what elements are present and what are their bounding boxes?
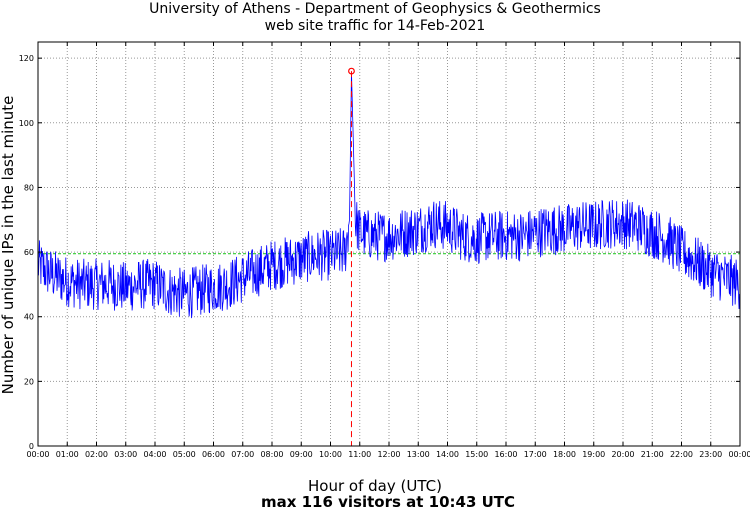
y-tick-label: 40 bbox=[24, 313, 34, 322]
x-axis-ticks: 00:00 01:00 02:00 03:00 04:00 05:00 06:00 07:00… bbox=[26, 42, 750, 459]
x-tick-label: 02:00 bbox=[85, 450, 108, 459]
max-visitors-caption: max 116 visitors at 10:43 UTC bbox=[261, 493, 515, 511]
traffic-series-line bbox=[37, 71, 741, 319]
y-tick-label: 20 bbox=[24, 377, 34, 386]
x-tick-label: 17:00 bbox=[524, 450, 547, 459]
x-tick-label: 00:00 bbox=[728, 450, 750, 459]
chart-title: University of Athens - Department of Geo… bbox=[149, 1, 601, 17]
x-tick-label: 14:00 bbox=[436, 450, 459, 459]
x-tick-label: 09:00 bbox=[290, 450, 313, 459]
y-tick-label: 100 bbox=[19, 119, 34, 128]
max-marker-point bbox=[348, 67, 355, 75]
x-tick-label: 07:00 bbox=[231, 450, 254, 459]
x-tick-label: 12:00 bbox=[377, 450, 400, 459]
x-tick-label: 19:00 bbox=[582, 450, 605, 459]
max-marker-layer bbox=[348, 67, 355, 446]
y-tick-label: 0 bbox=[29, 442, 34, 451]
x-tick-label: 15:00 bbox=[465, 450, 488, 459]
x-tick-label: 08:00 bbox=[260, 450, 283, 459]
x-tick-label: 00:00 bbox=[26, 450, 49, 459]
y-tick-label: 120 bbox=[19, 54, 34, 63]
x-tick-label: 05:00 bbox=[173, 450, 196, 459]
x-tick-label: 11:00 bbox=[348, 450, 371, 459]
x-tick-label: 06:00 bbox=[202, 450, 225, 459]
y-axis-label: Number of unique IPs in the last minute bbox=[0, 96, 17, 395]
series-layer bbox=[37, 71, 741, 319]
x-tick-label: 20:00 bbox=[611, 450, 634, 459]
x-tick-label: 01:00 bbox=[56, 450, 79, 459]
y-axis-ticks: 0 20 40 60 80 100 120 bbox=[19, 54, 740, 451]
y-tick-label: 80 bbox=[24, 183, 34, 192]
x-tick-label: 23:00 bbox=[699, 450, 722, 459]
x-tick-label: 13:00 bbox=[407, 450, 430, 459]
x-tick-label: 18:00 bbox=[553, 450, 576, 459]
chart-subtitle: web site traffic for 14-Feb-2021 bbox=[265, 18, 486, 34]
x-tick-label: 21:00 bbox=[641, 450, 664, 459]
x-tick-label: 04:00 bbox=[143, 450, 166, 459]
y-tick-label: 60 bbox=[24, 248, 34, 257]
x-axis-label: Hour of day (UTC) bbox=[308, 477, 442, 495]
x-tick-label: 22:00 bbox=[670, 450, 693, 459]
x-tick-label: 03:00 bbox=[114, 450, 137, 459]
x-tick-label: 16:00 bbox=[494, 450, 517, 459]
x-tick-label: 10:00 bbox=[319, 450, 342, 459]
